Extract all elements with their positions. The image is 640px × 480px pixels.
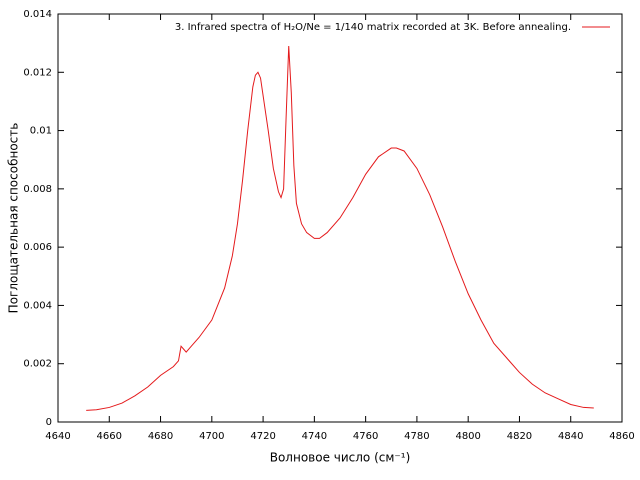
y-tick-label: 0.012 — [23, 67, 52, 78]
x-axis-title: Волновое число (см⁻¹) — [270, 451, 411, 465]
y-tick-label: 0.004 — [23, 300, 52, 311]
y-tick-label: 0.01 — [30, 126, 52, 137]
legend-label: 3. Infrared spectra of H₂O/Ne = 1/140 ma… — [175, 22, 571, 33]
x-tick-label: 4700 — [199, 431, 224, 442]
y-tick-label: 0 — [46, 417, 52, 428]
y-tick-label: 0.002 — [23, 359, 52, 370]
x-tick-label: 4820 — [507, 431, 532, 442]
x-tick-label: 4680 — [148, 431, 173, 442]
x-tick-label: 4760 — [353, 431, 378, 442]
y-tick-label: 0.006 — [23, 242, 52, 253]
plot-border — [57, 13, 623, 423]
x-tick-label: 4740 — [302, 431, 327, 442]
x-tick-label: 4860 — [609, 431, 634, 442]
x-tick-label: 4800 — [455, 431, 480, 442]
x-tick-label: 4640 — [45, 431, 70, 442]
x-tick-label: 4660 — [97, 431, 122, 442]
x-tick-label: 4720 — [250, 431, 275, 442]
data-line — [86, 46, 594, 411]
y-tick-label: 0.008 — [23, 184, 52, 195]
y-tick-label: 0.014 — [23, 9, 52, 20]
y-axis-title: Поглощательная способность — [7, 123, 21, 314]
x-tick-label: 4780 — [404, 431, 429, 442]
x-tick-label: 4840 — [558, 431, 583, 442]
